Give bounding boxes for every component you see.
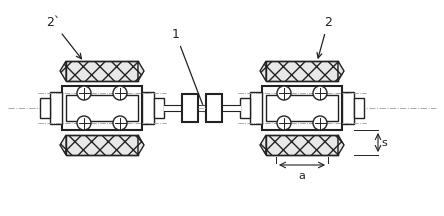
Polygon shape xyxy=(260,135,266,155)
Circle shape xyxy=(113,86,127,100)
Bar xyxy=(266,95,338,121)
Bar xyxy=(206,94,222,122)
Circle shape xyxy=(313,86,327,100)
Bar xyxy=(240,98,250,118)
Circle shape xyxy=(277,86,291,100)
Text: 2`: 2` xyxy=(46,16,81,59)
Polygon shape xyxy=(66,61,138,81)
Circle shape xyxy=(113,116,127,130)
Polygon shape xyxy=(338,135,344,155)
Circle shape xyxy=(77,116,91,130)
Bar xyxy=(62,86,142,130)
Text: 1: 1 xyxy=(172,28,206,112)
Bar xyxy=(154,98,164,118)
Bar xyxy=(40,98,50,118)
Bar xyxy=(250,92,262,124)
Bar xyxy=(182,94,198,122)
Circle shape xyxy=(313,116,327,130)
Polygon shape xyxy=(266,135,338,155)
Text: a: a xyxy=(298,171,305,181)
Polygon shape xyxy=(60,135,66,155)
Polygon shape xyxy=(138,135,144,155)
Polygon shape xyxy=(260,61,266,81)
Polygon shape xyxy=(266,61,338,81)
Circle shape xyxy=(277,116,291,130)
Polygon shape xyxy=(60,61,66,81)
Polygon shape xyxy=(66,135,138,155)
Bar xyxy=(342,92,354,124)
Bar xyxy=(262,86,342,130)
Text: s: s xyxy=(381,138,387,148)
Bar xyxy=(142,92,154,124)
Circle shape xyxy=(77,86,91,100)
Text: 2: 2 xyxy=(317,16,332,58)
Bar xyxy=(354,98,364,118)
Bar xyxy=(66,95,138,121)
Polygon shape xyxy=(338,61,344,81)
Bar xyxy=(50,92,62,124)
Polygon shape xyxy=(138,61,144,81)
